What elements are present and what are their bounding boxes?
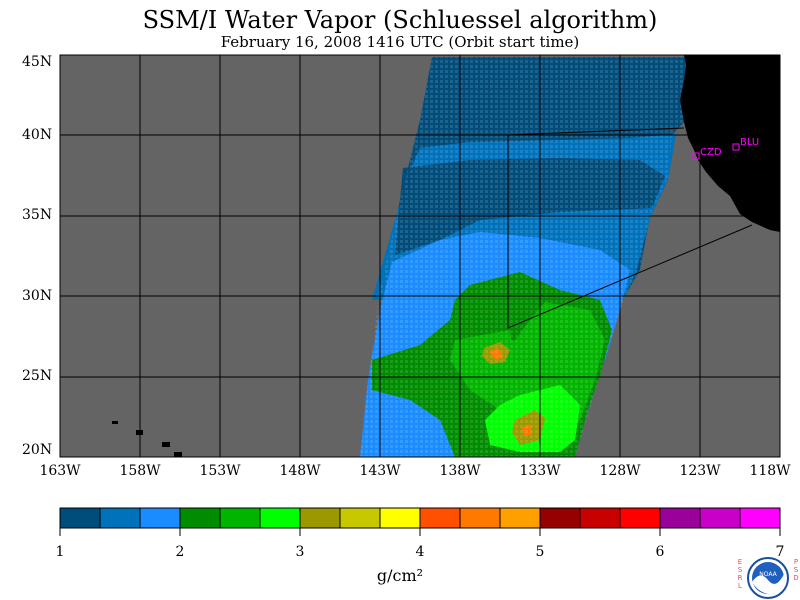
lon-label-138w: 138W: [439, 463, 481, 479]
lon-label-118w: 118W: [749, 463, 791, 479]
lat-label-40n: 40N: [22, 127, 53, 143]
colorbar-tick-4: 4: [415, 544, 425, 560]
colorbar-swatch: [699, 507, 741, 529]
station-blu-label: BLU: [740, 137, 760, 148]
colorbar-swatch: [379, 507, 421, 529]
station-czd-marker: [692, 152, 700, 160]
lat-label-35n: 35N: [22, 207, 53, 223]
lon-label-163w: 163W: [39, 463, 81, 479]
colorbar-swatch: [499, 507, 541, 529]
lon-label-123w: 123W: [679, 463, 721, 479]
colorbar-swatch: [419, 507, 461, 529]
colorbar-swatch: [219, 507, 261, 529]
colorbar-swatch: [299, 507, 341, 529]
colorbar-swatch: [659, 507, 701, 529]
lon-label-153w: 153W: [199, 463, 241, 479]
lat-label-20n: 20N: [22, 442, 53, 458]
swath-pixel-texture: [360, 57, 688, 457]
colorbar-units: g/cm²: [376, 566, 424, 585]
colorbar-swatch: [259, 507, 301, 529]
lon-label-158w: 158W: [119, 463, 161, 479]
sector-top-line: [507, 127, 685, 136]
lat-label-25n: 25N: [22, 368, 53, 384]
lon-label-143w: 143W: [359, 463, 401, 479]
noaa-logo-text: NOAA: [759, 571, 777, 578]
colorbar-tick-5: 5: [535, 544, 545, 560]
colorbar-tick-6: 6: [655, 544, 665, 560]
colorbar-swatch: [459, 507, 501, 529]
colorbar-tick-1: 1: [55, 544, 65, 560]
lat-label-30n: 30N: [22, 288, 53, 304]
station-blu-marker: [732, 143, 740, 151]
colorbar-swatch: [99, 507, 141, 529]
colorbar-swatch: [179, 507, 221, 529]
lon-label-133w: 133W: [519, 463, 561, 479]
colorbar-swatch: [539, 507, 581, 529]
lon-label-148w: 148W: [279, 463, 321, 479]
lat-label-45n: 45N: [22, 54, 53, 70]
colorbar-swatch: [739, 507, 781, 529]
chart-title: SSM/I Water Vapor (Schluessel algorithm): [142, 6, 658, 34]
lat-lon-grid: [60, 55, 780, 457]
sector-outline: [507, 135, 753, 329]
colorbar-swatch: [619, 507, 661, 529]
map-frame: [59, 54, 781, 458]
colorbar-tick-7: 7: [775, 544, 785, 560]
lon-label-128w: 128W: [599, 463, 641, 479]
colorbar-swatch: [579, 507, 621, 529]
station-czd-label: CZD: [700, 147, 722, 158]
chart-subtitle: February 16, 2008 1416 UTC (Orbit start …: [220, 33, 580, 51]
colorbar: [59, 507, 781, 536]
colorbar-tick-3: 3: [295, 544, 305, 560]
colorbar-swatch: [339, 507, 381, 529]
colorbar-swatch: [59, 507, 101, 529]
noaa-logo: NOAA: [747, 557, 789, 599]
colorbar-swatch: [139, 507, 181, 529]
land-north-america: [680, 55, 780, 232]
colorbar-tick-2: 2: [175, 544, 185, 560]
